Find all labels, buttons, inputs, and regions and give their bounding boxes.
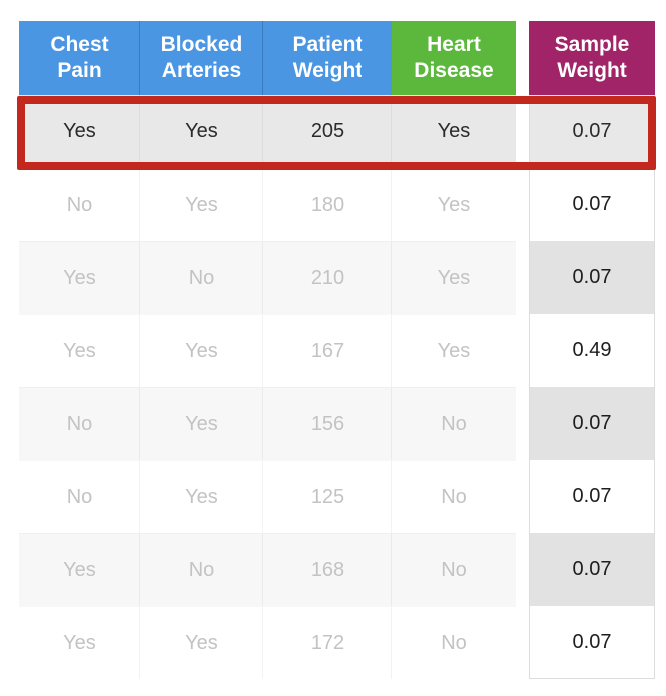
cell-sample-weight: 0.07 [529, 168, 655, 241]
cell-patient-weight: 156 [263, 387, 392, 460]
cell-blocked-arteries: No [140, 241, 263, 314]
cell-sample-weight: 0.07 [529, 95, 655, 168]
table-row: No Yes 156 No 0.07 [19, 387, 655, 460]
cell-chest-pain: Yes [19, 314, 140, 387]
cell-heart-disease: Yes [392, 168, 516, 241]
cell-blocked-arteries: Yes [140, 387, 263, 460]
cell-chest-pain: Yes [19, 606, 140, 679]
column-gap [516, 533, 529, 606]
cell-chest-pain: Yes [19, 95, 140, 168]
cell-chest-pain: Yes [19, 241, 140, 314]
header-column-gap [516, 21, 529, 95]
cell-patient-weight: 125 [263, 460, 392, 533]
cell-heart-disease: Yes [392, 314, 516, 387]
weights-table: Chest Pain Blocked Arteries Patient Weig… [19, 21, 655, 679]
cell-chest-pain: No [19, 387, 140, 460]
header-heart-disease: Heart Disease [392, 21, 516, 95]
cell-sample-weight: 0.49 [529, 314, 655, 387]
cell-patient-weight: 167 [263, 314, 392, 387]
cell-heart-disease: Yes [392, 95, 516, 168]
table-row: Yes Yes 172 No 0.07 [19, 606, 655, 679]
cell-patient-weight: 205 [263, 95, 392, 168]
table-row-highlighted: Yes Yes 205 Yes 0.07 [19, 95, 655, 168]
cell-patient-weight: 172 [263, 606, 392, 679]
column-gap [516, 314, 529, 387]
cell-sample-weight: 0.07 [529, 606, 655, 679]
cell-heart-disease: No [392, 533, 516, 606]
cell-patient-weight: 180 [263, 168, 392, 241]
cell-patient-weight: 210 [263, 241, 392, 314]
cell-blocked-arteries: Yes [140, 460, 263, 533]
table-row: Yes No 168 No 0.07 [19, 533, 655, 606]
cell-sample-weight: 0.07 [529, 241, 655, 314]
cell-heart-disease: No [392, 387, 516, 460]
column-gap [516, 387, 529, 460]
cell-blocked-arteries: Yes [140, 168, 263, 241]
cell-blocked-arteries: Yes [140, 606, 263, 679]
cell-sample-weight: 0.07 [529, 387, 655, 460]
header-blocked-arteries: Blocked Arteries [140, 21, 263, 95]
table-row: No Yes 125 No 0.07 [19, 460, 655, 533]
cell-chest-pain: Yes [19, 533, 140, 606]
cell-heart-disease: No [392, 606, 516, 679]
cell-heart-disease: No [392, 460, 516, 533]
header-sample-weight: Sample Weight [529, 21, 655, 95]
table-row: Yes No 210 Yes 0.07 [19, 241, 655, 314]
column-gap [516, 460, 529, 533]
cell-patient-weight: 168 [263, 533, 392, 606]
cell-blocked-arteries: Yes [140, 95, 263, 168]
table-row: No Yes 180 Yes 0.07 [19, 168, 655, 241]
column-gap [516, 241, 529, 314]
cell-sample-weight: 0.07 [529, 533, 655, 606]
cell-sample-weight: 0.07 [529, 460, 655, 533]
cell-chest-pain: No [19, 460, 140, 533]
column-gap [516, 95, 529, 168]
column-gap [516, 168, 529, 241]
cell-blocked-arteries: Yes [140, 314, 263, 387]
header-patient-weight: Patient Weight [263, 21, 392, 95]
table-row: Yes Yes 167 Yes 0.49 [19, 314, 655, 387]
cell-heart-disease: Yes [392, 241, 516, 314]
table-header-row: Chest Pain Blocked Arteries Patient Weig… [19, 21, 655, 95]
cell-blocked-arteries: No [140, 533, 263, 606]
header-chest-pain: Chest Pain [19, 21, 140, 95]
cell-chest-pain: No [19, 168, 140, 241]
column-gap [516, 606, 529, 679]
